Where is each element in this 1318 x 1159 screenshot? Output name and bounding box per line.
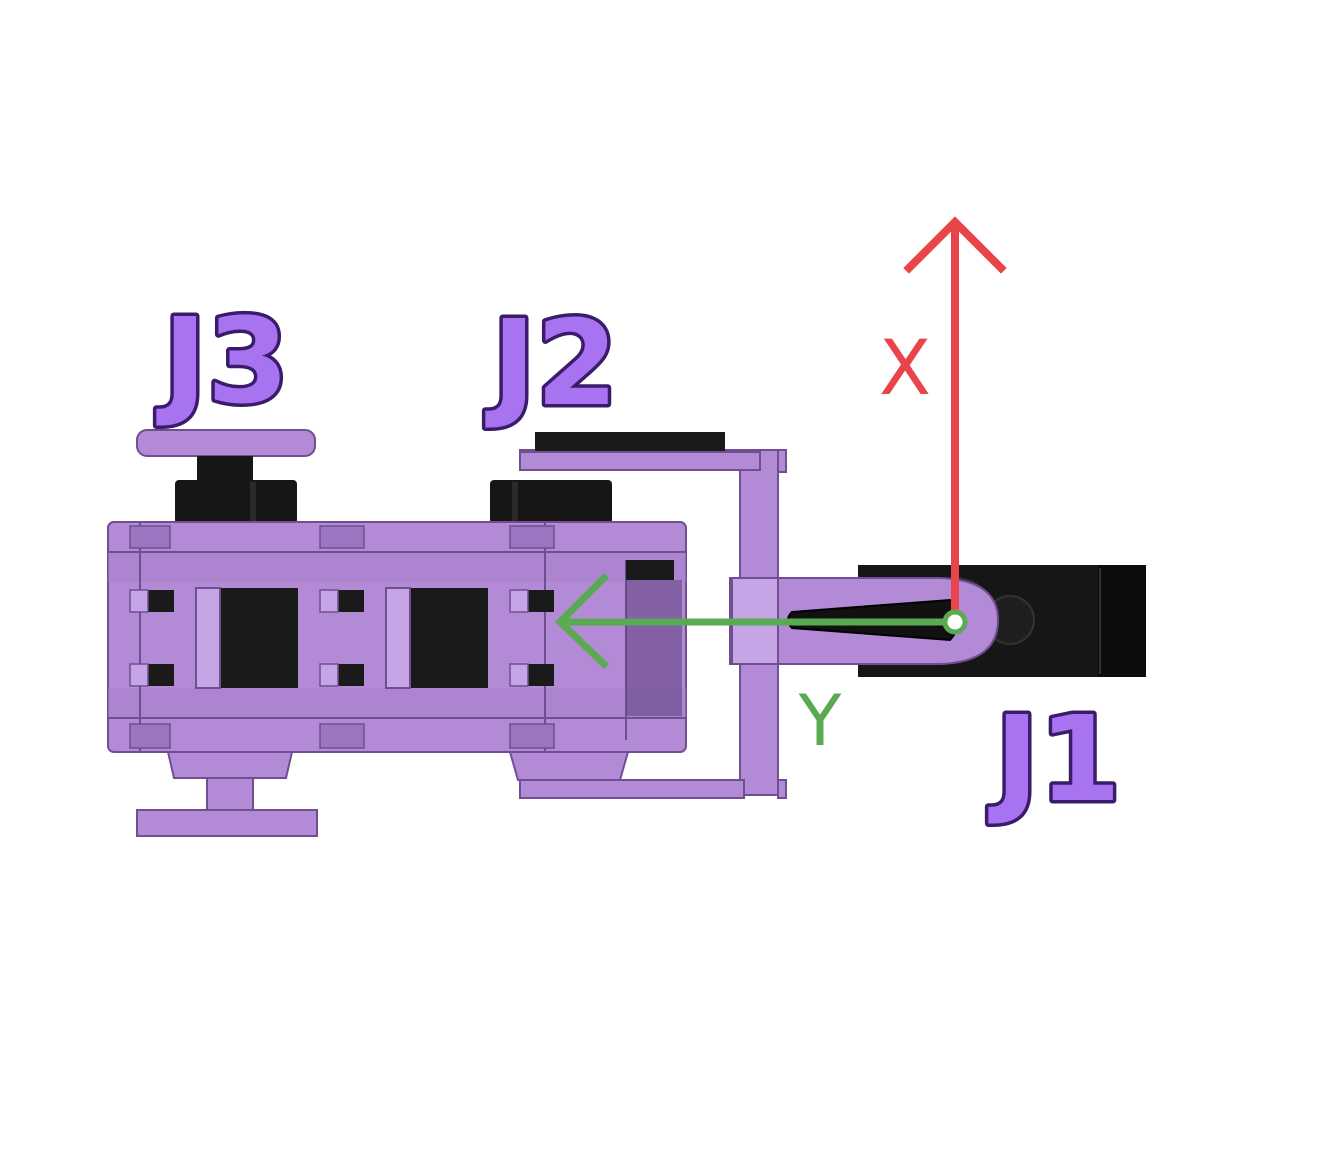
origin-marker — [942, 609, 968, 635]
j3-cap-top — [136, 429, 316, 480]
bottom-mounts — [136, 751, 630, 837]
joint-label-j1: J1 — [988, 690, 1121, 828]
y-axis-label: Y — [798, 680, 842, 762]
main-frame — [107, 521, 687, 753]
x-axis-label: X — [879, 323, 931, 412]
x-axis-arrow — [903, 216, 1007, 624]
y-axis-arrow — [554, 573, 968, 669]
joint-label-j3: J3 — [156, 292, 289, 430]
joint-label-j2: J2 — [485, 294, 618, 432]
j2-horn — [519, 432, 761, 471]
servo-tops — [175, 480, 612, 524]
